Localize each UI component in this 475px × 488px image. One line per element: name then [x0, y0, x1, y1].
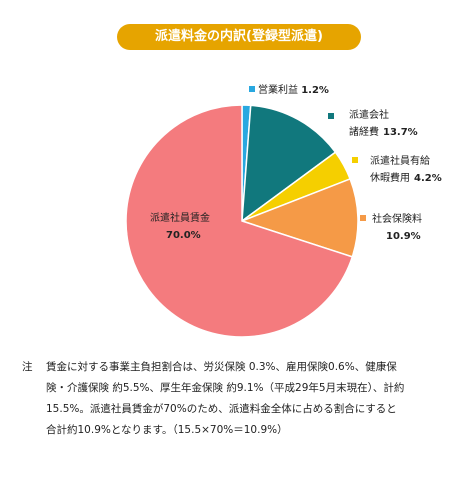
pie-slice	[241, 104, 337, 223]
slice-label: 休暇費用 4.2%	[370, 171, 442, 184]
slice-label: 社会保険料	[372, 212, 422, 225]
slice-value-label: 1.2%	[301, 85, 329, 96]
footnote-text: 賃金に対する事業主負担割合は、労災保険 0.3%、雇用保険0.6%、健康保 険・…	[46, 361, 405, 436]
slice-label: 派遣社員賃金	[150, 211, 210, 224]
slice-value-label: 70.0%	[166, 230, 201, 241]
legend-swatch	[328, 113, 334, 119]
slice-label: 派遣社員有給	[370, 154, 430, 167]
slice-label: 派遣会社	[349, 108, 389, 121]
chart-title: 派遣料金の内訳(登録型派遣)	[117, 24, 361, 50]
pie-slice	[239, 178, 359, 258]
slice-value-label: 4.2%	[414, 173, 442, 184]
slice-value-label: 13.7%	[383, 127, 418, 138]
slice-value-label: 10.9%	[386, 231, 421, 242]
slice-label: 営業利益 1.2%	[258, 83, 329, 96]
footnote-mark: 注	[22, 361, 33, 373]
legend-swatch	[249, 86, 255, 92]
legend-swatch	[352, 157, 358, 163]
slice-label: 諸経費 13.7%	[349, 125, 418, 138]
legend-swatch	[360, 215, 366, 221]
pie-slice	[125, 104, 354, 338]
